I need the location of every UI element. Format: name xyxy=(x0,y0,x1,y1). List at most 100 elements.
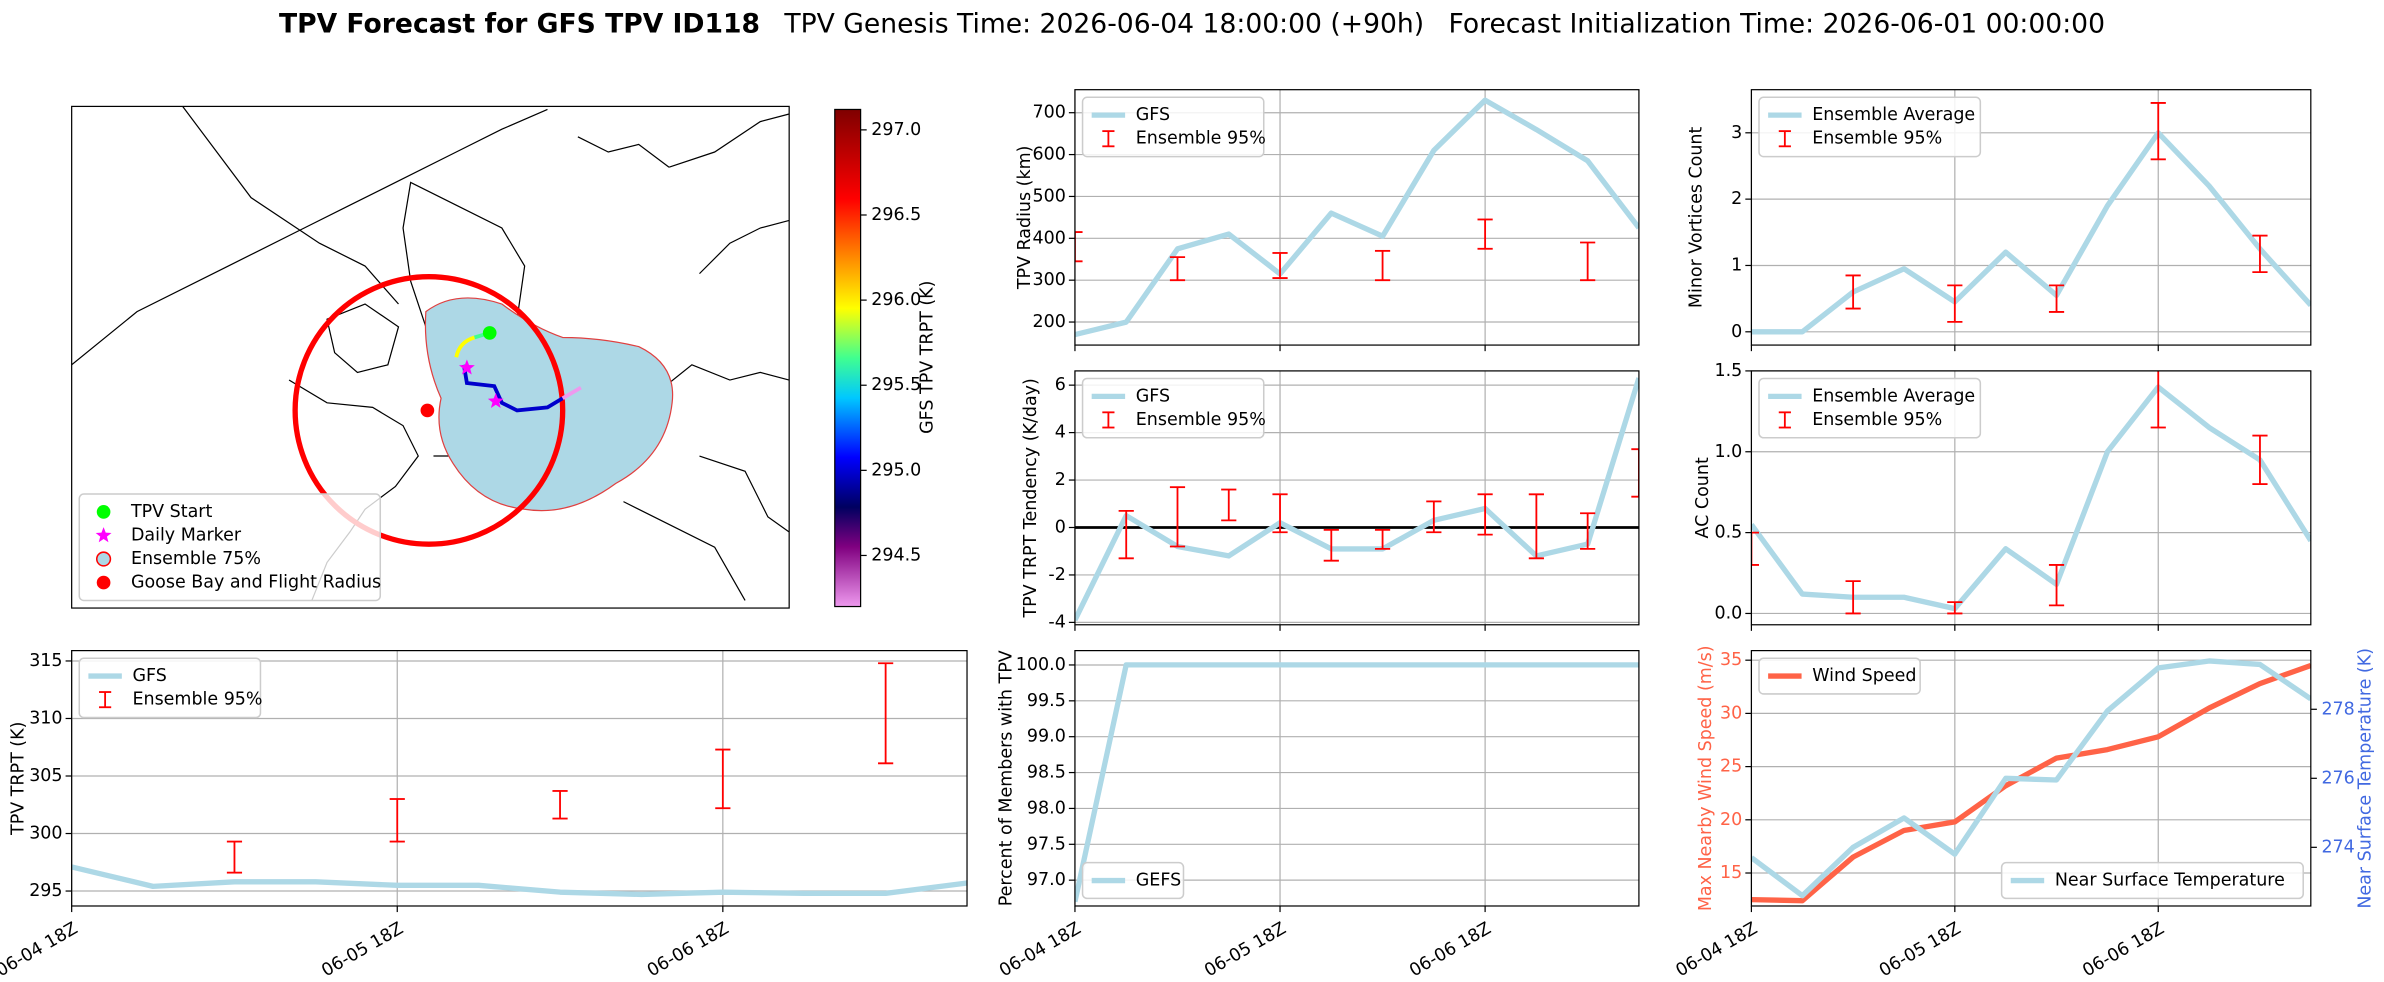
y-tick-label: 4 xyxy=(1055,423,1066,443)
y-tick-label: 30 xyxy=(1720,703,1742,723)
y-tick-label: 1 xyxy=(1731,255,1742,275)
legend-box xyxy=(2000,861,2304,900)
legend-label: Ensemble 75% xyxy=(131,549,261,569)
y-axis-label: Max Nearby Wind Speed (m/s) xyxy=(1696,645,1716,911)
series-line xyxy=(1751,658,2311,899)
y-tick-label: 25 xyxy=(1720,757,1742,777)
y-tick-label: 315 xyxy=(29,651,62,671)
legend-label: Ensemble 95% xyxy=(1136,410,1266,430)
axes-frame xyxy=(1074,370,1640,626)
legend-marker xyxy=(95,551,112,567)
legend-box xyxy=(78,493,382,602)
y-tick-label: 0.0 xyxy=(1715,603,1743,623)
legend-box xyxy=(1758,96,1982,158)
x-tick-label: 06-06 18Z xyxy=(2079,919,2167,982)
y-axis-label: TPV TRPT (K) xyxy=(8,722,28,836)
y-tick-label: 400 xyxy=(1032,228,1065,248)
legend-marker xyxy=(96,575,111,590)
y-axis-label: Minor Vortices Count xyxy=(1687,126,1707,308)
x-tick-label: 06-04 18Z xyxy=(1673,919,1761,982)
daily-marker xyxy=(458,359,475,375)
y-tick-label: 35 xyxy=(1720,650,1742,670)
flight-radius xyxy=(292,274,566,547)
legend-label: Ensemble 95% xyxy=(1812,410,1942,430)
legend-label: Ensemble 95% xyxy=(132,690,262,710)
legend-label: Goose Bay and Flight Radius xyxy=(131,573,381,593)
y-tick-label: 3 xyxy=(1731,123,1742,143)
title-main: TPV Forecast for GFS TPV ID118 xyxy=(279,8,760,39)
legend-label: Ensemble 95% xyxy=(1812,129,1942,149)
y-tick-label: 0 xyxy=(1731,322,1742,342)
y-tick-label: 100.0 xyxy=(1016,655,1066,675)
legend-label: GFS xyxy=(132,666,166,686)
legend-box xyxy=(1081,861,1185,900)
axes-frame xyxy=(1074,89,1640,346)
y-axis-label: AC Count xyxy=(1693,457,1713,538)
series-line xyxy=(1074,662,1639,903)
colorbar-label: GFS TPV TRPT (K) xyxy=(917,281,937,434)
y2-tick-label: 276 xyxy=(2321,768,2354,788)
x-tick-label: 06-04 18Z xyxy=(996,919,1084,982)
legend-label: GFS xyxy=(1136,105,1170,125)
x-tick-label: 06-05 18Z xyxy=(318,919,406,982)
colorbar-tick-label: 296.5 xyxy=(871,205,921,225)
y-tick-label: 295 xyxy=(29,881,62,901)
y-tick-label: 6 xyxy=(1055,375,1066,395)
y-tick-label: 0 xyxy=(1055,517,1066,537)
legend-box xyxy=(1081,377,1265,439)
axes-frame xyxy=(1750,370,2312,626)
legend-label: TPV Start xyxy=(130,502,213,522)
x-tick-label: 06-06 18Z xyxy=(1406,919,1494,982)
y-tick-label: -2 xyxy=(1048,565,1065,585)
axes-frame xyxy=(1074,650,1640,907)
y-axis-label: Percent of Members with TPV xyxy=(997,650,1017,906)
series-line xyxy=(1751,384,2311,612)
series-line xyxy=(71,864,968,898)
plot-area xyxy=(1074,377,1639,622)
axes-frame xyxy=(1750,89,2312,346)
y-tick-label: 700 xyxy=(1032,103,1065,123)
legend-box xyxy=(1758,377,1982,439)
legend-marker xyxy=(95,527,112,543)
y-tick-label: 20 xyxy=(1720,810,1742,830)
map-frame xyxy=(71,105,790,609)
legend-label: Daily Marker xyxy=(131,525,242,545)
y-tick-label: 1.5 xyxy=(1715,361,1743,381)
legend-label: GEFS xyxy=(1136,871,1181,891)
x-tick-label: 06-04 18Z xyxy=(0,919,81,982)
axes-frame xyxy=(71,650,968,907)
plot-area xyxy=(1074,662,1639,903)
track xyxy=(461,364,564,413)
y-axis-label: TPV TRPT Tendency (K/day) xyxy=(1021,378,1041,618)
x-tick-label: 06-05 18Z xyxy=(1876,919,1964,982)
legend-label: GFS xyxy=(1136,386,1170,406)
y-tick-label: 300 xyxy=(29,824,62,844)
y2-tick-label: 274 xyxy=(2321,837,2354,857)
colorbar xyxy=(834,108,862,608)
y-tick-label: 600 xyxy=(1032,145,1065,165)
y-tick-label: 1.0 xyxy=(1715,442,1743,462)
y-tick-label: 2 xyxy=(1731,189,1742,209)
y-tick-label: 2 xyxy=(1055,470,1066,490)
suptitle: TPV Forecast for GFS TPV ID118 TPV Genesi… xyxy=(279,8,2105,39)
plot-area xyxy=(1751,102,2311,335)
colorbar-tick-label: 294.5 xyxy=(871,545,921,565)
legend-label: Ensemble Average xyxy=(1812,105,1975,125)
title-init: Forecast Initialization Time: 2026-06-01… xyxy=(1448,8,2105,39)
colorbar-tick-label: 295.0 xyxy=(871,460,921,480)
y-tick-label: 0.5 xyxy=(1715,523,1743,543)
track-end xyxy=(561,385,582,400)
y-tick-label: 200 xyxy=(1032,312,1065,332)
series-line xyxy=(1751,663,2311,904)
y-tick-label: 300 xyxy=(1032,270,1065,290)
x-tick-label: 06-06 18Z xyxy=(644,919,732,982)
series-line xyxy=(1751,130,2311,335)
legend-label: Wind Speed xyxy=(1812,666,1916,686)
y-tick-label: 99.0 xyxy=(1027,727,1066,747)
colorbar-tick-label: 295.5 xyxy=(871,375,921,395)
y2-axis-label: Near Surface Temperature (K) xyxy=(2356,648,2376,909)
legend-box xyxy=(1758,657,1921,695)
series-line xyxy=(1074,377,1639,622)
track-start xyxy=(454,335,476,358)
